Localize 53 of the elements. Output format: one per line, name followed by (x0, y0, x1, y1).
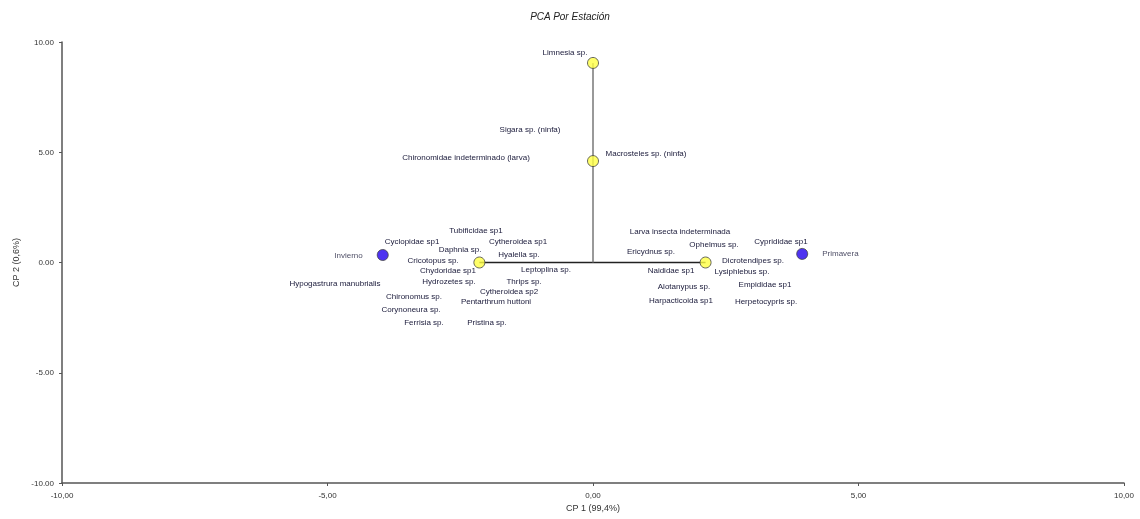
point (473, 256, 486, 269)
x-tick-label: 0,00 (585, 490, 602, 500)
data-label: Primavera (822, 249, 860, 259)
y-axis-title: CP 2 (0,6%) (10, 238, 21, 287)
y-tick-label: 10.00 (33, 37, 55, 47)
chart-title: PCA Por Estación (530, 10, 611, 22)
annotation: Cytheroidea sp1 (488, 236, 548, 246)
annotation: Cytheroidea sp2 (479, 286, 539, 296)
annotation: Ferrisia sp. (404, 317, 444, 327)
data-label: Invierno (334, 250, 364, 260)
annotation: Limnesia sp. (542, 47, 588, 57)
annotation: Hyalella sp. (498, 249, 540, 259)
annotation: Thrips sp. (506, 276, 542, 286)
point (796, 247, 809, 260)
annotation: Alotanypus sp. (657, 281, 711, 291)
annotation: Lysiphlebus sp. (714, 266, 770, 276)
annotation: Hydrozetes sp. (422, 276, 476, 286)
annotation: Daphnia sp. (438, 244, 482, 254)
annotation: Corynoneura sp. (381, 304, 441, 314)
annotation: Sigara sp. (ninfa) (499, 124, 561, 134)
annotation: Pristina sp. (467, 317, 507, 327)
annotation: Tubificidae sp1 (449, 225, 504, 235)
point (587, 56, 599, 69)
x-tick-label: 10,00 (1113, 490, 1135, 500)
annotation: Cyprididae sp1 (754, 236, 809, 246)
y-tick-label: -10.00 (31, 478, 55, 488)
annotation: Chydoridae sp1 (419, 265, 477, 275)
annotation: Cyclopidae sp1 (384, 236, 440, 246)
annotation: Leptoplina sp. (521, 264, 571, 274)
annotation: Hypogastrura manubrialis (289, 278, 381, 288)
point (699, 256, 712, 269)
y-tick-label: -5.00 (35, 368, 55, 378)
annotation: Cricotopus sp. (407, 255, 459, 265)
annotation: Ophelmus sp. (689, 239, 739, 249)
annotation: Larva insecta indeterminada (629, 226, 731, 236)
point (376, 249, 389, 261)
annotation: Herpetocypris sp. (734, 296, 798, 306)
y-tick-label: 0.00 (38, 258, 55, 267)
x-tick-label: -5,00 (318, 490, 338, 500)
x-tick-label: 5,00 (850, 490, 867, 500)
x-axis-title: CP 1 (99,4%) (566, 503, 620, 514)
annotation: Dicrotendipes sp. (722, 255, 784, 265)
annotation: Empididae sp1 (738, 279, 793, 289)
annotation: Macrosteles sp. (ninfa) (605, 148, 687, 158)
annotation: Naididae sp1 (647, 265, 695, 275)
x-tick-label: -10,00 (50, 490, 74, 500)
y-tick-label: 5.00 (38, 147, 55, 157)
annotation: Harpacticoida sp1 (648, 295, 714, 305)
annotation: Pentarthrum huttoni (460, 296, 532, 306)
annotation: Chironomidae indeterminado (larva) (402, 152, 531, 162)
annotation: Ericydnus sp. (626, 246, 676, 256)
point (587, 155, 599, 168)
annotation: Chironomus sp. (385, 291, 443, 301)
